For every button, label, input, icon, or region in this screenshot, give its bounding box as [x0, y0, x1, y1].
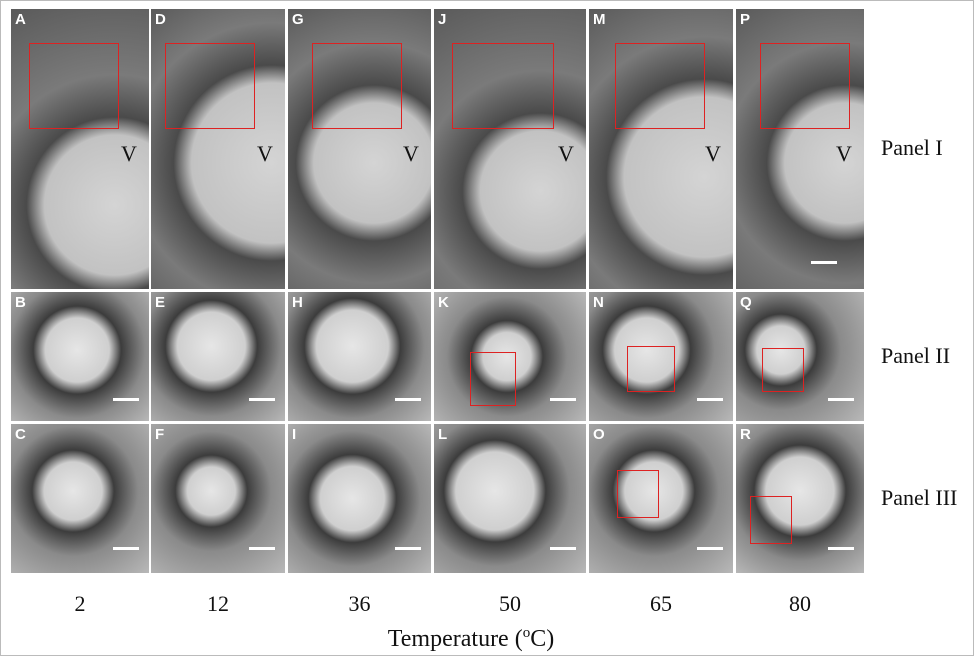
panel-letter: E — [155, 294, 165, 311]
virion-label: V — [705, 141, 721, 167]
virion-label: V — [257, 141, 273, 167]
micrograph: C — [11, 424, 149, 573]
panel-letter: G — [292, 11, 304, 28]
panel-letter: P — [740, 11, 750, 28]
micrograph: F — [151, 424, 285, 573]
panel-label: Panel I — [881, 135, 943, 161]
panel-letter: Q — [740, 294, 752, 311]
figure: Panel IAVDVGVJVMVPVPanel IIBEHKNQPanel I… — [0, 0, 974, 656]
scale-bar — [249, 547, 275, 550]
micrograph: O — [589, 424, 733, 573]
micrograph: N — [589, 292, 733, 421]
micrograph: B — [11, 292, 149, 421]
virion-label: V — [403, 141, 419, 167]
red-box — [762, 348, 804, 392]
scale-bar — [395, 547, 421, 550]
micrograph: E — [151, 292, 285, 421]
panel-letter: L — [438, 426, 447, 443]
temperature-label: 36 — [349, 591, 371, 617]
micrograph: L — [434, 424, 586, 573]
panel-label: Panel II — [881, 343, 950, 369]
red-box — [627, 346, 675, 392]
panel-letter: I — [292, 426, 296, 443]
virion-label: V — [836, 141, 852, 167]
panel-letter: N — [593, 294, 604, 311]
panel-letter: H — [292, 294, 303, 311]
red-box — [29, 43, 119, 129]
red-box — [165, 43, 255, 129]
micrograph: I — [288, 424, 431, 573]
panel-letter: J — [438, 11, 446, 28]
panel-letter: M — [593, 11, 606, 28]
temperature-label: 2 — [75, 591, 86, 617]
temperature-label: 80 — [789, 591, 811, 617]
red-box — [452, 43, 554, 129]
micrograph: Q — [736, 292, 864, 421]
scale-bar — [697, 398, 723, 401]
scale-bar — [828, 398, 854, 401]
panel-letter: C — [15, 426, 26, 443]
axis-text: Temperature ( — [388, 626, 523, 652]
scale-bar — [811, 261, 837, 264]
scale-bar — [550, 547, 576, 550]
virion-label: V — [558, 141, 574, 167]
temperature-label: 12 — [207, 591, 229, 617]
scale-bar — [697, 547, 723, 550]
axis-unit: C) — [530, 626, 554, 652]
red-box — [312, 43, 402, 129]
panel-letter: O — [593, 426, 605, 443]
panel-letter: D — [155, 11, 166, 28]
virion-label: V — [121, 141, 137, 167]
scale-bar — [395, 398, 421, 401]
micrograph: R — [736, 424, 864, 573]
panel-letter: F — [155, 426, 164, 443]
scale-bar — [550, 398, 576, 401]
panel-label: Panel III — [881, 485, 957, 511]
red-box — [750, 496, 792, 544]
red-box — [760, 43, 850, 129]
panel-letter: A — [15, 11, 26, 28]
micrograph: K — [434, 292, 586, 421]
red-box — [470, 352, 516, 406]
micrograph: H — [288, 292, 431, 421]
x-axis-label: Temperature (oC) — [388, 625, 554, 653]
temperature-label: 65 — [650, 591, 672, 617]
scale-bar — [113, 398, 139, 401]
scale-bar — [249, 398, 275, 401]
temperature-label: 50 — [499, 591, 521, 617]
scale-bar — [828, 547, 854, 550]
panel-letter: B — [15, 294, 26, 311]
red-box — [615, 43, 705, 129]
panel-letter: R — [740, 426, 751, 443]
panel-letter: K — [438, 294, 449, 311]
red-box — [617, 470, 659, 518]
scale-bar — [113, 547, 139, 550]
